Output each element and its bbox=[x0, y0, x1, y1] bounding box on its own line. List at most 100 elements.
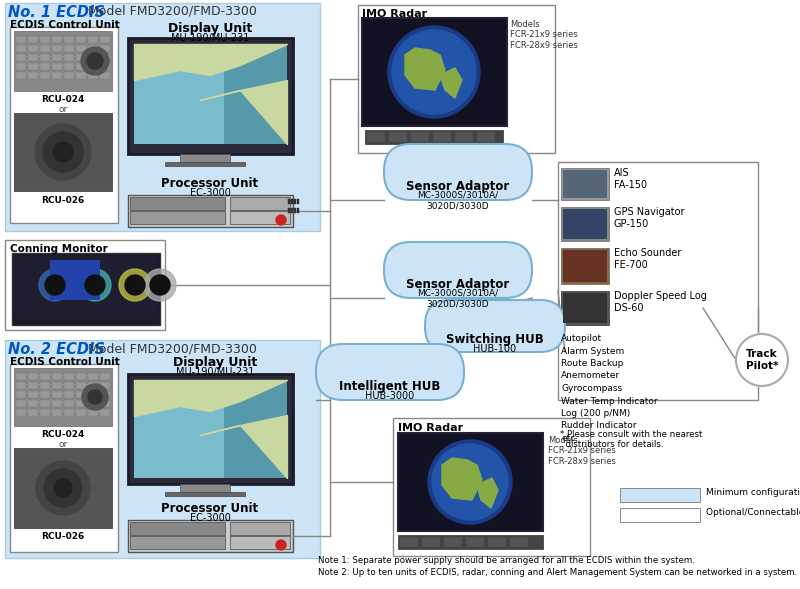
Bar bbox=[64, 409, 74, 416]
Bar bbox=[40, 54, 50, 61]
Circle shape bbox=[44, 469, 82, 507]
Text: GPS Navigator
GP-150: GPS Navigator GP-150 bbox=[614, 207, 685, 229]
FancyBboxPatch shape bbox=[316, 344, 464, 400]
Bar bbox=[64, 45, 74, 52]
Bar bbox=[64, 72, 74, 79]
Bar bbox=[510, 537, 528, 547]
Bar bbox=[15, 256, 157, 318]
Bar bbox=[52, 400, 62, 407]
Bar bbox=[466, 537, 484, 547]
Bar bbox=[365, 130, 503, 144]
Circle shape bbox=[87, 53, 103, 69]
Text: Conning Monitor: Conning Monitor bbox=[10, 244, 108, 254]
Bar bbox=[10, 27, 118, 223]
Text: Display Unit: Display Unit bbox=[168, 22, 252, 35]
Text: Model FMD3200/FMD-3300: Model FMD3200/FMD-3300 bbox=[84, 342, 257, 355]
Bar bbox=[558, 162, 758, 400]
Bar bbox=[5, 340, 320, 558]
Bar bbox=[561, 248, 609, 284]
Bar bbox=[100, 400, 110, 407]
Text: MC-3000S/3010A/
3020D/3030D: MC-3000S/3010A/ 3020D/3030D bbox=[418, 191, 498, 210]
Bar bbox=[16, 63, 26, 70]
Bar bbox=[230, 536, 290, 549]
Bar bbox=[180, 484, 230, 492]
Text: * Please consult with the nearest
  distributors for details.: * Please consult with the nearest distri… bbox=[560, 430, 702, 449]
Bar bbox=[130, 211, 225, 224]
Circle shape bbox=[81, 47, 109, 75]
Bar bbox=[358, 5, 555, 153]
Bar bbox=[294, 199, 296, 204]
Bar bbox=[52, 63, 62, 70]
Bar bbox=[12, 253, 160, 325]
Bar bbox=[128, 195, 293, 227]
Bar bbox=[398, 535, 543, 549]
Bar bbox=[297, 208, 299, 213]
Bar bbox=[14, 448, 112, 528]
Text: RCU-026: RCU-026 bbox=[42, 532, 85, 541]
Bar bbox=[88, 373, 98, 380]
Bar bbox=[40, 400, 50, 407]
Bar bbox=[40, 63, 50, 70]
Text: Intelligent HUB: Intelligent HUB bbox=[339, 380, 441, 393]
Bar bbox=[100, 382, 110, 389]
Circle shape bbox=[144, 269, 176, 301]
Text: Model FMD3200/FMD-3300: Model FMD3200/FMD-3300 bbox=[84, 5, 257, 18]
Bar bbox=[389, 132, 407, 142]
Bar bbox=[64, 382, 74, 389]
Bar bbox=[128, 520, 293, 552]
Bar bbox=[16, 373, 26, 380]
Bar bbox=[230, 211, 290, 224]
Bar bbox=[5, 3, 320, 231]
Bar bbox=[134, 380, 224, 478]
Bar bbox=[180, 154, 230, 162]
Bar bbox=[88, 400, 98, 407]
Text: HUB-3000: HUB-3000 bbox=[366, 391, 414, 401]
Text: No. 2 ECDIS: No. 2 ECDIS bbox=[8, 342, 105, 357]
Bar bbox=[14, 368, 112, 426]
Text: RCU-024: RCU-024 bbox=[42, 430, 85, 439]
Bar bbox=[14, 113, 112, 191]
Text: Doppler Speed Log
DS-60: Doppler Speed Log DS-60 bbox=[614, 291, 707, 313]
Bar bbox=[230, 522, 290, 535]
Bar bbox=[64, 373, 74, 380]
Bar bbox=[28, 382, 38, 389]
Text: MC-3000S/3010A/
3020D/3030D: MC-3000S/3010A/ 3020D/3030D bbox=[418, 289, 498, 309]
Text: Echo Sounder
FE-700: Echo Sounder FE-700 bbox=[614, 248, 682, 270]
Circle shape bbox=[54, 479, 72, 497]
Bar bbox=[76, 391, 86, 398]
FancyBboxPatch shape bbox=[425, 300, 565, 352]
Text: Models
FCR-21x9 series
FCR-28x9 series: Models FCR-21x9 series FCR-28x9 series bbox=[510, 20, 578, 50]
Bar bbox=[400, 537, 418, 547]
Bar bbox=[291, 199, 293, 204]
Bar bbox=[134, 380, 287, 478]
Bar bbox=[28, 400, 38, 407]
Bar bbox=[561, 207, 609, 241]
Bar bbox=[16, 391, 26, 398]
Bar bbox=[393, 418, 590, 556]
Bar bbox=[52, 391, 62, 398]
Bar bbox=[444, 537, 462, 547]
Text: Track
Pilot*: Track Pilot* bbox=[746, 349, 778, 370]
Text: Optional/Connectable equipment: Optional/Connectable equipment bbox=[706, 508, 800, 517]
Bar bbox=[100, 36, 110, 43]
Circle shape bbox=[82, 384, 108, 410]
Bar bbox=[128, 374, 293, 484]
Bar bbox=[52, 54, 62, 61]
Bar bbox=[230, 197, 290, 210]
Bar bbox=[477, 132, 495, 142]
Circle shape bbox=[125, 275, 145, 295]
Circle shape bbox=[150, 275, 170, 295]
Text: MU-190/MU-231: MU-190/MU-231 bbox=[171, 33, 249, 43]
Bar bbox=[561, 291, 609, 325]
Bar bbox=[16, 36, 26, 43]
Circle shape bbox=[45, 275, 65, 295]
Bar bbox=[76, 400, 86, 407]
Bar bbox=[134, 44, 224, 144]
Bar bbox=[64, 36, 74, 43]
Bar bbox=[50, 260, 100, 300]
Bar bbox=[10, 364, 118, 552]
Text: EC-3000: EC-3000 bbox=[190, 513, 230, 523]
Bar bbox=[130, 536, 225, 549]
Bar bbox=[14, 31, 112, 91]
Text: IMO Radar: IMO Radar bbox=[362, 9, 427, 19]
